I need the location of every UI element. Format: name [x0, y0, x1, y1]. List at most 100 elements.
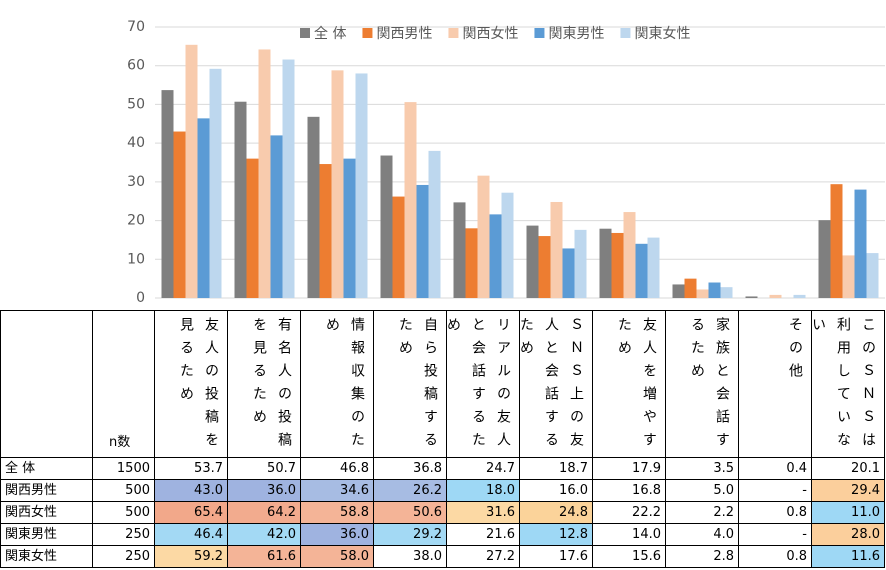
table-value: 2.8: [666, 546, 739, 568]
bar: [173, 131, 186, 298]
category-header: 有名人の投稿を見るため: [228, 310, 301, 458]
table-value: 22.2: [593, 502, 666, 524]
table-value: 29.2: [374, 524, 447, 546]
bar: [842, 255, 855, 298]
bar: [270, 135, 283, 298]
category-header: リアルの友人と会話するため: [447, 310, 520, 458]
bar: [246, 158, 259, 298]
bar: [197, 118, 210, 298]
chart: 0 10 20 30 40 50 60 70 全 体 関西男性 関西女性 関東男性 関東女性: [127, 19, 885, 306]
bar: [745, 296, 758, 298]
bar: [380, 155, 393, 298]
bar: [538, 236, 551, 298]
table-value: 58.8: [301, 502, 374, 524]
legend-label: 関西女性: [462, 25, 518, 42]
row-label: 関東男性: [0, 524, 93, 546]
table-value: -: [739, 480, 812, 502]
bar: [319, 164, 332, 298]
row-label: 関東女性: [0, 546, 93, 568]
table-value: 11.6: [812, 546, 885, 568]
table-value: 11.0: [812, 502, 885, 524]
table-value: 53.7: [155, 458, 228, 480]
table-value: 18.7: [520, 458, 593, 480]
category-header: このＳＮＳは利用していない: [812, 310, 885, 458]
header-corner: [0, 310, 93, 458]
table-value: 4.0: [666, 524, 739, 546]
table-value: 16.0: [520, 480, 593, 502]
bar: [866, 253, 879, 298]
table-value: 3.5: [666, 458, 739, 480]
table-value: 31.6: [447, 502, 520, 524]
table-value: 58.0: [301, 546, 374, 568]
table-value: 2.2: [666, 502, 739, 524]
table-value: 50.7: [228, 458, 301, 480]
bar: [343, 158, 356, 298]
legend-label: 関西男性: [376, 26, 432, 42]
bar: [574, 229, 587, 298]
bar: [526, 225, 539, 298]
table-value: 0.8: [739, 502, 812, 524]
bar: [453, 202, 466, 298]
table-value: 24.8: [520, 502, 593, 524]
bar: [550, 201, 563, 298]
table-value: 24.7: [447, 458, 520, 480]
table-value: 42.0: [228, 524, 301, 546]
bar: [562, 248, 575, 298]
bar: [672, 284, 685, 298]
bar: [769, 294, 782, 298]
bar: [623, 212, 636, 298]
bar: [209, 68, 222, 298]
y-tick-label: 70: [127, 19, 145, 35]
bar: [428, 150, 441, 298]
bar: [234, 101, 247, 299]
bar: [599, 228, 612, 298]
table-value: 0.4: [739, 458, 812, 480]
n-value: 250: [93, 524, 155, 546]
table-value: 46.4: [155, 524, 228, 546]
legend-swatch: [362, 28, 373, 38]
row-label: 全 体: [0, 458, 93, 480]
legend-swatch: [448, 28, 459, 38]
bar: [818, 220, 831, 298]
bar: [720, 287, 733, 298]
bar: [331, 70, 344, 298]
n-value: 500: [93, 480, 155, 502]
category-header: 家族と会話するため: [666, 310, 739, 458]
row-label: 関西男性: [0, 480, 93, 502]
y-tick-label: 50: [127, 96, 145, 112]
legend-swatch: [620, 28, 631, 38]
bar: [161, 90, 174, 299]
legend-label: 関東女性: [634, 25, 690, 42]
table-value: 0.8: [739, 546, 812, 568]
table-value: 28.0: [812, 524, 885, 546]
bar: [282, 59, 295, 298]
category-header: 情報収集のため: [301, 310, 374, 458]
bar: [465, 228, 478, 298]
table-value: 15.6: [593, 546, 666, 568]
table-value: 65.4: [155, 502, 228, 524]
y-tick-label: 40: [127, 135, 145, 151]
bar: [647, 237, 660, 298]
table-value: 43.0: [155, 480, 228, 502]
category-header: 自ら投稿するため: [374, 310, 447, 458]
table-value: 36.0: [301, 524, 374, 546]
bar: [830, 184, 843, 298]
bar: [392, 196, 405, 298]
bar: [404, 102, 417, 298]
n-value: 250: [93, 546, 155, 568]
table-value: 14.0: [593, 524, 666, 546]
bar: [793, 294, 806, 298]
bar: [489, 214, 502, 298]
legend-label: 全 体: [314, 25, 346, 42]
table-value: 61.6: [228, 546, 301, 568]
bar: [307, 116, 320, 299]
n-value: 1500: [93, 458, 155, 480]
table-value: 17.6: [520, 546, 593, 568]
table-value: 50.6: [374, 502, 447, 524]
table-value: 27.2: [447, 546, 520, 568]
bar: [258, 49, 271, 298]
table-value: -: [739, 524, 812, 546]
table-value: 38.0: [374, 546, 447, 568]
bar: [635, 243, 648, 298]
